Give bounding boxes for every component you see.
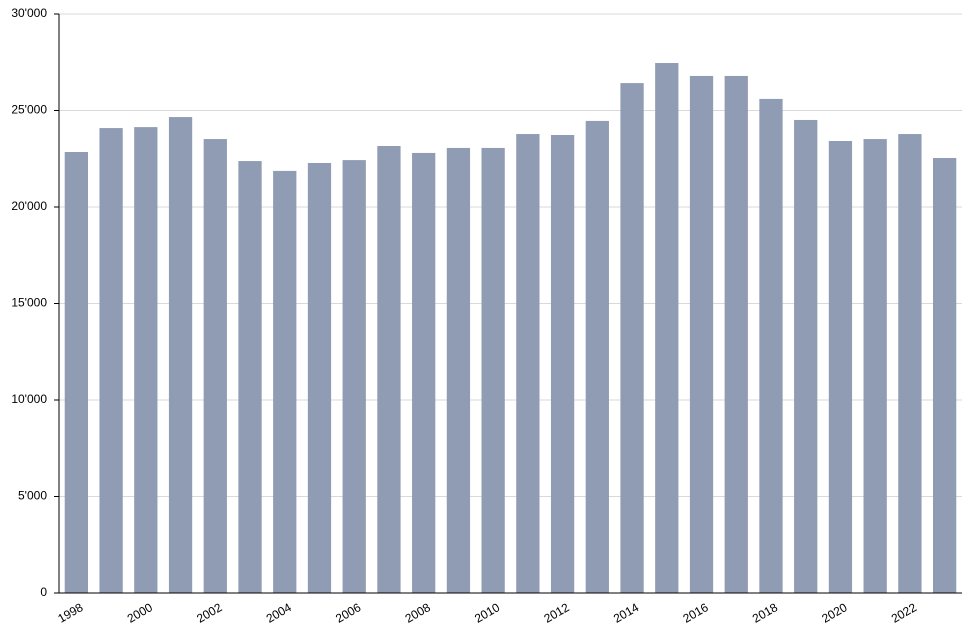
x-tick-label: 2006 (333, 600, 363, 626)
bar (689, 75, 714, 593)
bar (412, 152, 436, 593)
bar (655, 63, 679, 594)
y-tick-label: 25'000 (11, 103, 47, 117)
bar (828, 140, 853, 593)
bar (794, 119, 818, 593)
bar (99, 128, 123, 594)
bar (863, 139, 887, 593)
bar (273, 170, 297, 593)
bar (377, 146, 401, 593)
x-tick-label: 2000 (125, 600, 155, 626)
x-tick-label: 2014 (611, 600, 641, 626)
bar (203, 139, 227, 593)
x-tick-label: 2016 (680, 600, 710, 626)
bar (134, 127, 158, 594)
y-tick-label: 30'000 (11, 6, 47, 20)
bar (168, 117, 193, 593)
x-tick-label: 2012 (542, 600, 572, 626)
bar (342, 160, 366, 593)
x-tick-label: 1998 (55, 600, 85, 626)
bar (932, 157, 957, 593)
bar (446, 147, 471, 593)
bar (620, 83, 644, 594)
x-tick-label: 2008 (403, 600, 433, 626)
bar (585, 120, 609, 593)
bar (550, 135, 575, 594)
bar (64, 151, 89, 593)
x-tick-label: 2018 (750, 600, 780, 626)
y-tick-label: 20'000 (11, 199, 47, 213)
bar (759, 98, 783, 594)
bar (516, 134, 540, 593)
bar (481, 147, 505, 593)
bar (898, 134, 922, 593)
x-tick-label: 2010 (472, 600, 502, 626)
y-tick-label: 15'000 (11, 296, 47, 310)
x-tick-label: 2004 (264, 600, 294, 626)
bar (238, 161, 262, 594)
x-tick-label: 2022 (889, 600, 919, 626)
bar (724, 75, 748, 593)
y-tick-label: 0 (40, 585, 47, 599)
x-tick-label: 2020 (819, 600, 849, 626)
y-tick-label: 5'000 (18, 489, 47, 503)
bar (307, 162, 332, 593)
y-tick-label: 10'000 (11, 392, 47, 406)
x-tick-label: 2002 (194, 600, 224, 626)
